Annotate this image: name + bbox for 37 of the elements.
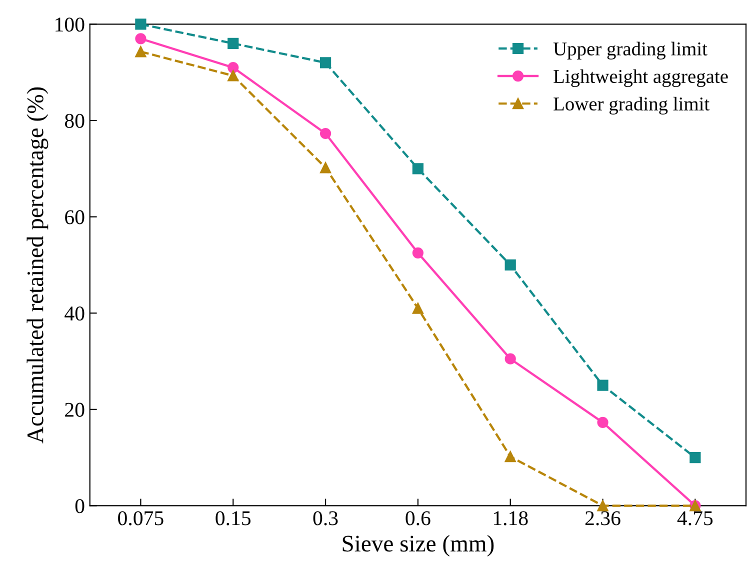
y-axis-title: Accumulated retained percentage (%) [26, 87, 48, 444]
point [597, 500, 608, 512]
point [412, 163, 424, 174]
y-tick-label: 40 [64, 306, 84, 321]
x-tick-label: 0.15 [216, 511, 251, 526]
x-axis-title: Sieve size (mm) [342, 535, 494, 556]
legend-label: Lightweight aggregate [554, 69, 728, 88]
point [504, 353, 516, 364]
x-tick-label: 0.075 [118, 511, 164, 526]
y-tick-label: 60 [65, 210, 84, 224]
x-tick-label: 0.3 [313, 511, 338, 526]
point [597, 416, 608, 428]
legend-label: Lower grading limit [554, 96, 710, 115]
x-tick-label: 0.6 [406, 511, 430, 526]
point [690, 452, 701, 464]
point [320, 128, 332, 140]
point [228, 62, 239, 74]
point [320, 57, 332, 68]
x-tick-label: 2.36 [585, 511, 620, 526]
y-tick-label: 0 [75, 499, 84, 514]
x-tick-label: 1.18 [494, 511, 528, 526]
legend-label: Upper grading limit [553, 42, 708, 60]
point [597, 380, 608, 391]
point [504, 451, 516, 462]
point [412, 302, 424, 314]
point [135, 46, 146, 58]
point [228, 38, 239, 50]
y-tick-label: 20 [65, 402, 84, 417]
point [135, 18, 146, 30]
point [504, 259, 516, 271]
point [228, 70, 239, 82]
y-tick-label: 80 [64, 114, 84, 128]
point [320, 162, 332, 174]
point [412, 247, 424, 258]
point [135, 33, 146, 44]
y-tick-label: 100 [56, 18, 84, 32]
x-tick-label: 4.75 [677, 511, 713, 526]
